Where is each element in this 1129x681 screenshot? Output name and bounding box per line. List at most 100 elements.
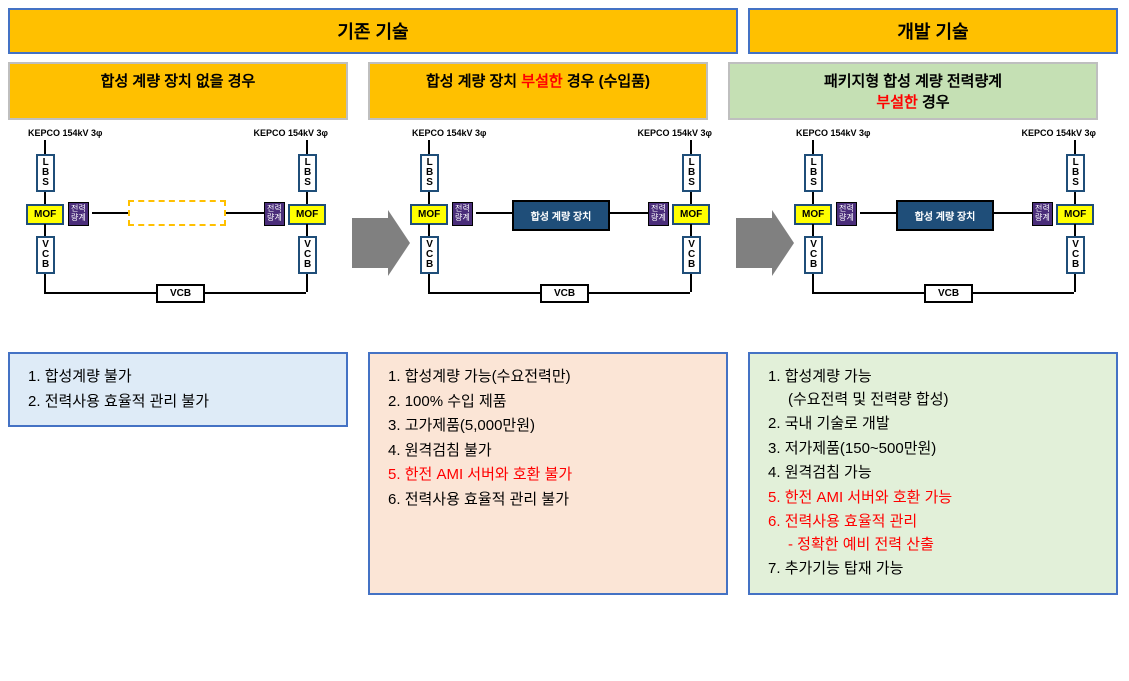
desc-item: 전력사용 효율적 관리- 정확한 예비 전력 산출 <box>768 511 1102 556</box>
wire <box>690 224 692 236</box>
sub-imported-prefix: 합성 계량 장치 <box>426 73 521 90</box>
mof-box: MOF <box>410 204 448 225</box>
desc-box-3: 합성계량 가능(수요전력 및 전력량 합성)국내 기술로 개발저가제품(150~… <box>748 352 1118 595</box>
desc-item: 저가제품(150~500만원) <box>768 438 1102 461</box>
sub-no-device: 합성 계량 장치 없을 경우 <box>8 62 348 120</box>
kepco-label: KEPCO 154kV 3φ <box>28 128 102 138</box>
wire <box>226 212 264 214</box>
mof-box: MOF <box>26 204 64 225</box>
empty-center <box>128 200 226 226</box>
wire <box>306 274 308 292</box>
wire <box>92 212 128 214</box>
wire <box>812 140 814 154</box>
wire <box>812 224 814 236</box>
wire <box>812 274 814 292</box>
wire <box>1074 140 1076 154</box>
diagram-1: KEPCO 154kV 3φKEPCO 154kV 3φL B SL B SMO… <box>8 128 348 328</box>
sub-package-suffix: 경우 <box>918 94 950 111</box>
meter-box: 전력 량계 <box>1032 202 1053 226</box>
lbs-box: L B S <box>420 154 439 192</box>
wire <box>1074 192 1076 204</box>
desc-item: 합성계량 가능(수요전력 및 전력량 합성) <box>768 366 1102 411</box>
sub-imported-red: 부설한 <box>521 73 562 90</box>
mof-box: MOF <box>794 204 832 225</box>
vcb-box: V C B <box>298 236 317 274</box>
meter-box: 전력 량계 <box>68 202 89 226</box>
arrow-2 <box>736 218 772 268</box>
vcb-bottom: VCB <box>924 284 973 303</box>
sub-imported: 합성 계량 장치 부설한 경우 (수입품) <box>368 62 708 120</box>
wire <box>428 140 430 154</box>
kepco-label: KEPCO 154kV 3φ <box>412 128 486 138</box>
synth-device: 합성 계량 장치 <box>512 200 610 231</box>
meter-box: 전력 량계 <box>452 202 473 226</box>
meter-box: 전력 량계 <box>648 202 669 226</box>
sub-package-prefix: 패키지형 합성 계량 전력량계 <box>824 73 1002 90</box>
header-developed: 개발 기술 <box>748 8 1118 54</box>
sub-imported-suffix: 경우 (수입품) <box>563 73 650 90</box>
meter-box: 전력 량계 <box>836 202 857 226</box>
vcb-bottom: VCB <box>156 284 205 303</box>
vcb-box: V C B <box>804 236 823 274</box>
diagram-3: KEPCO 154kV 3φKEPCO 154kV 3φL B SL B SMO… <box>776 128 1116 328</box>
desc-subitem: (수요전력 및 전력량 합성) <box>768 389 1102 412</box>
wire <box>306 224 308 236</box>
wire <box>860 212 896 214</box>
desc-item: 원격검침 가능 <box>768 462 1102 485</box>
lbs-box: L B S <box>298 154 317 192</box>
wire <box>306 140 308 154</box>
desc-subitem: - 정확한 예비 전력 산출 <box>768 534 1102 557</box>
desc-item: 합성계량 불가 <box>28 366 332 389</box>
desc-item: 100% 수입 제품 <box>388 391 712 414</box>
desc-item: 한전 AMI 서버와 호환 불가 <box>388 464 712 487</box>
lbs-box: L B S <box>36 154 55 192</box>
desc-box-1: 합성계량 불가전력사용 효율적 관리 불가 <box>8 352 348 427</box>
mof-box: MOF <box>1056 204 1094 225</box>
wire <box>610 212 648 214</box>
wire <box>476 212 512 214</box>
wire <box>44 274 46 292</box>
mof-box: MOF <box>672 204 710 225</box>
vcb-box: V C B <box>36 236 55 274</box>
wire <box>44 140 46 154</box>
wire <box>690 192 692 204</box>
lbs-box: L B S <box>682 154 701 192</box>
description-row: 합성계량 불가전력사용 효율적 관리 불가 합성계량 가능(수요전력만)100%… <box>0 328 1129 603</box>
header-row: 기존 기술 개발 기술 <box>0 0 1129 62</box>
subheader-row: 합성 계량 장치 없을 경우 합성 계량 장치 부설한 경우 (수입품) 패키지… <box>0 62 1129 128</box>
wire <box>306 192 308 204</box>
mof-box: MOF <box>288 204 326 225</box>
wire <box>812 192 814 204</box>
desc-box-2: 합성계량 가능(수요전력만)100% 수입 제품고가제품(5,000만원)원격검… <box>368 352 728 595</box>
vcb-box: V C B <box>420 236 439 274</box>
diagram-2: KEPCO 154kV 3φ KEPCO 154kV 3φ L B S L B S MO… <box>392 128 732 328</box>
kepco-label: KEPCO 154kV 3φ <box>1022 128 1096 138</box>
sub-package-red: 부설한 <box>876 94 917 111</box>
wire <box>428 274 430 292</box>
desc-item: 원격검침 불가 <box>388 440 712 463</box>
lbs-box: L B S <box>1066 154 1085 192</box>
vcb-box: V C B <box>1066 236 1085 274</box>
desc-item: 국내 기술로 개발 <box>768 413 1102 436</box>
wire <box>44 192 46 204</box>
wire <box>428 224 430 236</box>
kepco-label: KEPCO 154kV 3φ <box>638 128 712 138</box>
meter-box: 전력 량계 <box>264 202 285 226</box>
wire <box>44 224 46 236</box>
desc-item: 한전 AMI 서버와 호환 가능 <box>768 487 1102 510</box>
vcb-bottom: VCB <box>540 284 589 303</box>
wire <box>690 140 692 154</box>
wire <box>1074 274 1076 292</box>
diagrams-row: KEPCO 154kV 3φ KEPCO 154kV 3φ L B S L B S MO… <box>0 128 1129 328</box>
synth-device: 합성 계량 장치 <box>896 200 994 231</box>
desc-item: 추가기능 탑재 가능 <box>768 558 1102 581</box>
arrow-1 <box>352 218 388 268</box>
desc-item: 전력사용 효율적 관리 불가 <box>28 391 332 414</box>
sub-package: 패키지형 합성 계량 전력량계 부설한 경우 <box>728 62 1098 120</box>
wire <box>428 192 430 204</box>
wire <box>1074 224 1076 236</box>
lbs-box: L B S <box>804 154 823 192</box>
wire <box>994 212 1032 214</box>
vcb-box: V C B <box>682 236 701 274</box>
wire <box>690 274 692 292</box>
